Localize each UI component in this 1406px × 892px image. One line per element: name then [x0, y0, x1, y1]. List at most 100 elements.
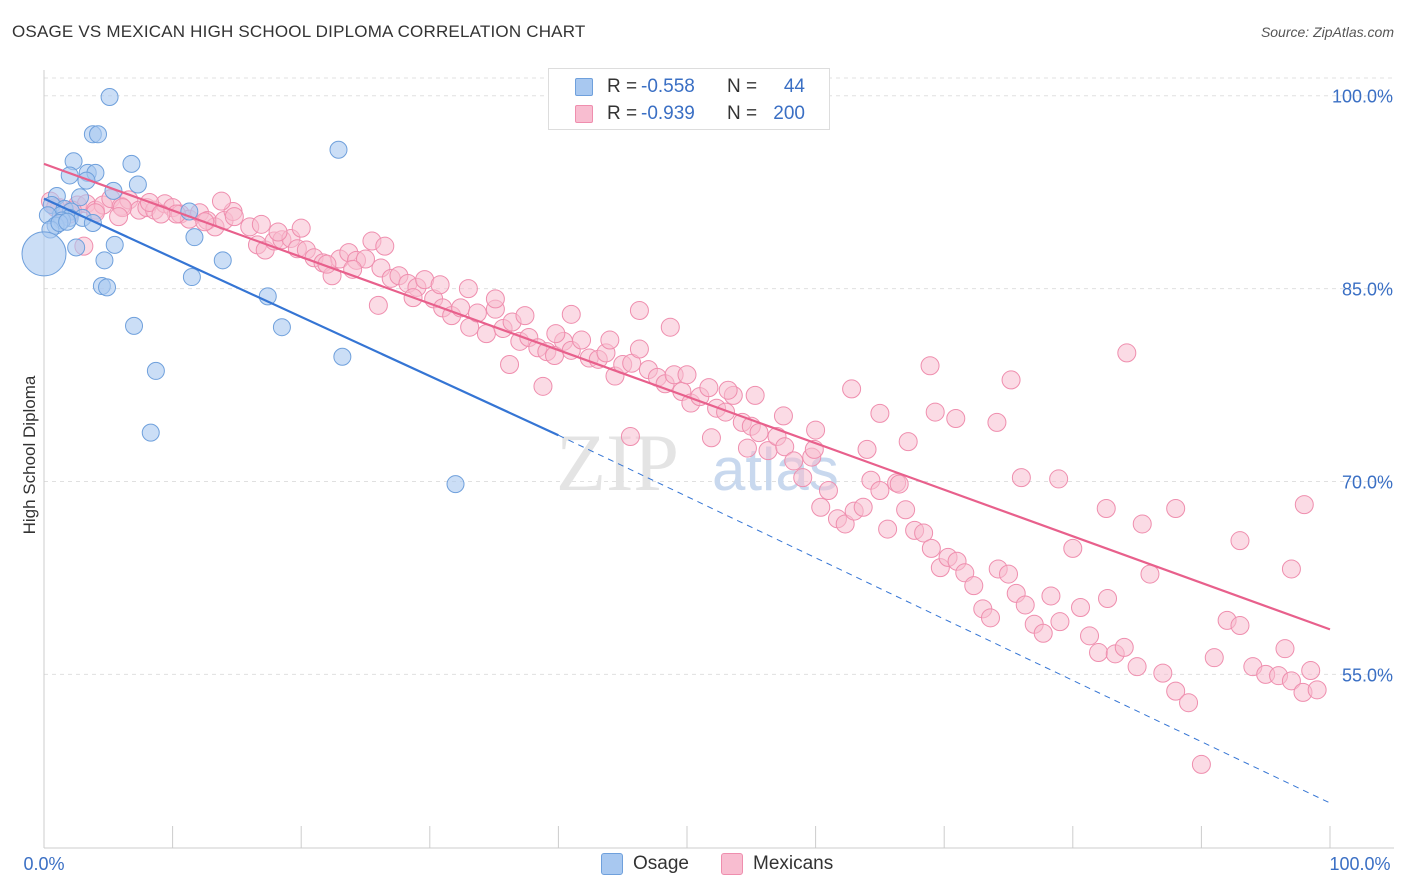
osage-point: [98, 278, 117, 297]
mexicans-trend-line: [43, 162, 1331, 631]
chart-title: OSAGE VS MEXICAN HIGH SCHOOL DIPLOMA COR…: [12, 22, 586, 41]
osage-point: [146, 361, 165, 380]
osage-point: [71, 188, 90, 207]
mexicans-point: [773, 406, 793, 426]
mexicans-point: [467, 303, 487, 323]
mexicans-point: [1153, 663, 1173, 683]
gridlines: [44, 77, 1394, 675]
mexicans-point: [291, 218, 311, 238]
mexicans-point: [737, 438, 757, 458]
mexicans-point: [1015, 595, 1035, 615]
osage-point: [77, 171, 96, 190]
y-tick-label: 70.0%: [1342, 473, 1393, 493]
x-ticks: [43, 826, 1331, 848]
source-label: Source: ZipAtlas.com: [1260, 24, 1394, 40]
osage-point: [125, 316, 144, 335]
mexicans-point: [870, 481, 890, 501]
mexicans-point: [775, 437, 795, 457]
x-tick-label-max: 100.0%: [1329, 854, 1390, 874]
y-tick-label: 85.0%: [1342, 280, 1393, 300]
bottom-osage-label: Osage: [633, 853, 689, 874]
osage-point: [141, 423, 160, 442]
mexicans-point: [368, 295, 388, 315]
osage-point: [446, 475, 465, 494]
mexicans-point: [546, 324, 566, 344]
mexicans-point: [677, 365, 697, 385]
mexicans-point: [898, 432, 918, 452]
mexicans-point: [999, 564, 1018, 584]
mexicans-point: [458, 279, 478, 299]
mexicans-point: [784, 451, 804, 471]
osage-point: [105, 235, 124, 254]
bottom-mexicans-swatch: [721, 853, 743, 875]
mexicans-point: [1140, 564, 1160, 584]
mexicans-point: [920, 356, 940, 376]
osage-point: [272, 318, 291, 337]
mexicans-point: [878, 519, 898, 539]
mexicans-point: [1096, 499, 1116, 519]
mexicans-point: [660, 317, 680, 337]
mexicans-point: [1080, 626, 1100, 646]
mexicans-point: [853, 497, 873, 517]
y-tick-labels: 100.0% 85.0% 70.0% 55.0%: [1332, 87, 1393, 686]
mexicans-point: [109, 207, 129, 227]
mexicans-point: [211, 191, 231, 211]
mexicans-point: [1011, 468, 1031, 488]
mexicans-n-label: N =: [727, 103, 758, 124]
osage-swatch: [575, 78, 593, 96]
mexicans-point: [793, 468, 813, 488]
mexicans-point: [857, 439, 877, 459]
mexicans-point: [430, 275, 450, 295]
mexicans-point: [356, 249, 375, 269]
mexicans-point: [561, 304, 581, 324]
mexicans-point: [1191, 754, 1211, 774]
mexicans-point: [699, 378, 719, 398]
mexicans-n-value: 200: [773, 103, 805, 124]
mexicans-point: [1166, 681, 1186, 701]
osage-point: [329, 140, 348, 159]
mexicans-point: [818, 481, 838, 501]
mexicans-point: [629, 300, 649, 320]
mexicans-r-label: R =: [607, 103, 638, 124]
osage-point: [89, 125, 108, 144]
mexicans-point: [515, 306, 535, 326]
mexicans-r-value: -0.939: [641, 103, 695, 124]
osage-point: [185, 228, 204, 247]
mexicans-point: [1050, 612, 1070, 632]
mexicans-point: [224, 207, 244, 227]
mexicans-point: [964, 576, 984, 596]
mexicans-point: [980, 608, 1000, 628]
mexicans-point: [1049, 469, 1069, 489]
trend-lines: [43, 162, 1331, 804]
mexicans-point: [870, 403, 890, 423]
bottom-osage-swatch: [601, 853, 623, 875]
mexicans-point: [151, 204, 171, 224]
mexicans-point: [1179, 693, 1199, 713]
mexicans-point: [375, 236, 395, 256]
mexicans-point: [1117, 343, 1137, 363]
osage-n-label: N =: [727, 76, 758, 97]
osage-points: [21, 88, 465, 494]
mexicans-point: [1033, 623, 1053, 643]
osage-point: [122, 154, 141, 173]
mexicans-point: [1098, 589, 1118, 609]
y-tick-label: 100.0%: [1332, 87, 1393, 107]
y-axis-label: High School Diploma: [20, 375, 39, 534]
osage-point: [100, 88, 119, 107]
mexicans-swatch: [575, 105, 593, 123]
mexicans-point: [1307, 680, 1327, 700]
mexicans-point: [716, 402, 736, 422]
osage-r-label: R =: [607, 76, 638, 97]
osage-trend-line: [43, 197, 559, 437]
mexicans-point: [896, 500, 916, 520]
osage-point: [213, 251, 232, 270]
mexicans-point: [572, 330, 592, 350]
mexicans-point: [718, 380, 738, 400]
osage-n-value: 44: [783, 76, 805, 97]
mexicans-point: [1132, 514, 1152, 534]
mexicans-point: [1071, 598, 1091, 618]
mexicans-point: [914, 523, 934, 543]
osage-point: [58, 212, 77, 231]
mexicans-point: [1127, 657, 1147, 677]
